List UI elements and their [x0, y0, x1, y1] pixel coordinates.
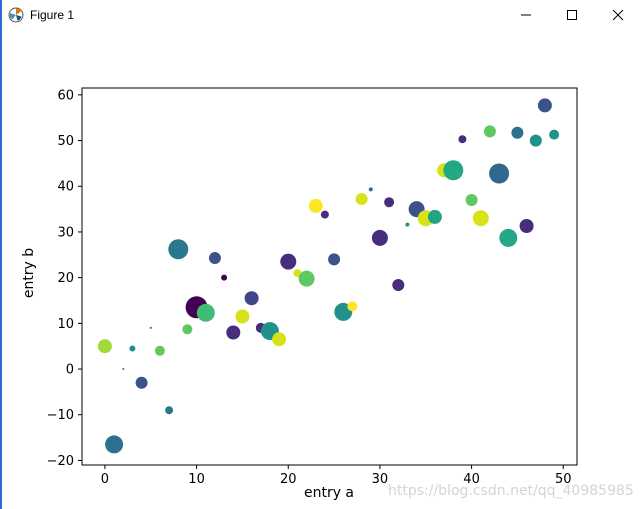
- y-tick-label: 60: [57, 88, 74, 103]
- scatter-point: [97, 339, 112, 354]
- scatter-point: [308, 198, 323, 213]
- minimize-button[interactable]: [503, 0, 549, 30]
- scatter-point: [499, 228, 518, 247]
- scatter-point: [443, 160, 464, 181]
- y-tick-label: 30: [57, 225, 74, 240]
- maximize-button[interactable]: [549, 0, 595, 30]
- scatter-point: [196, 303, 215, 322]
- window-title: Figure 1: [30, 8, 75, 22]
- scatter-point: [235, 309, 250, 324]
- x-tick-label: 20: [280, 472, 297, 487]
- scatter-point: [168, 239, 189, 260]
- scatter-point: [511, 126, 524, 139]
- scatter-point: [226, 325, 241, 340]
- scatter-point: [105, 435, 124, 454]
- scatter-point: [221, 274, 228, 281]
- scatter-point: [549, 129, 560, 140]
- y-tick-label: −20: [47, 454, 74, 469]
- scatter-point: [489, 163, 510, 184]
- y-tick-label: 40: [57, 180, 74, 195]
- x-tick-label: 10: [188, 472, 205, 487]
- y-axis-ticks: −20 −10 0 10 20 30 40 50 60: [47, 88, 82, 469]
- scatter-point: [293, 269, 302, 278]
- scatter-point: [122, 368, 125, 370]
- scatter-point: [483, 125, 496, 138]
- close-icon: [612, 9, 624, 21]
- x-tick-label: 30: [372, 472, 389, 487]
- y-tick-label: 0: [66, 363, 74, 378]
- scatter-point: [405, 222, 410, 227]
- scatter-point: [368, 187, 373, 192]
- scatter-point: [129, 345, 136, 352]
- x-axis-label: entry a: [304, 485, 354, 501]
- close-button[interactable]: [595, 0, 641, 30]
- scatter-point: [537, 98, 552, 113]
- scatter-point: [182, 324, 193, 335]
- y-tick-label: 10: [57, 317, 74, 332]
- scatter-point: [320, 210, 329, 219]
- y-tick-label: 20: [57, 271, 74, 286]
- title-bar[interactable]: Figure 1: [0, 0, 641, 30]
- scatter-point: [519, 219, 534, 233]
- scatter-point: [154, 345, 165, 356]
- scatter-point: [427, 209, 442, 224]
- x-tick-label: 0: [101, 472, 109, 487]
- scatter-point: [465, 194, 478, 206]
- scatter-point: [371, 229, 388, 246]
- scatter-point: [392, 279, 405, 291]
- scatter-point: [272, 332, 287, 347]
- x-tick-label: 40: [463, 472, 480, 487]
- x-axis-ticks: 0 10 20 30 40 50: [101, 465, 572, 487]
- scatter-point: [355, 193, 368, 205]
- y-tick-label: 50: [57, 134, 74, 149]
- scatter-point: [135, 376, 148, 389]
- y-axis-label: entry b: [21, 248, 37, 298]
- scatter-point: [328, 253, 341, 266]
- scatter-point: [208, 252, 221, 264]
- scatter-points: [97, 98, 560, 454]
- scatter-point: [149, 326, 152, 329]
- scatter-point: [165, 406, 174, 415]
- y-tick-label: −10: [47, 408, 74, 423]
- matplotlib-icon: [8, 7, 24, 23]
- scatter-point: [472, 210, 489, 227]
- scatter-point: [280, 253, 297, 270]
- scatter-point: [298, 270, 315, 287]
- watermark: https://blog.csdn.net/qq_40985985: [388, 483, 634, 499]
- scatter-point: [384, 197, 395, 208]
- axes-frame: [81, 87, 578, 466]
- x-tick-label: 50: [555, 472, 572, 487]
- scatter-point: [529, 134, 542, 147]
- scatter-point: [458, 135, 467, 144]
- maximize-icon: [567, 10, 577, 20]
- scatter-point: [347, 301, 358, 312]
- minimize-icon: [521, 14, 531, 16]
- scatter-point: [244, 291, 259, 306]
